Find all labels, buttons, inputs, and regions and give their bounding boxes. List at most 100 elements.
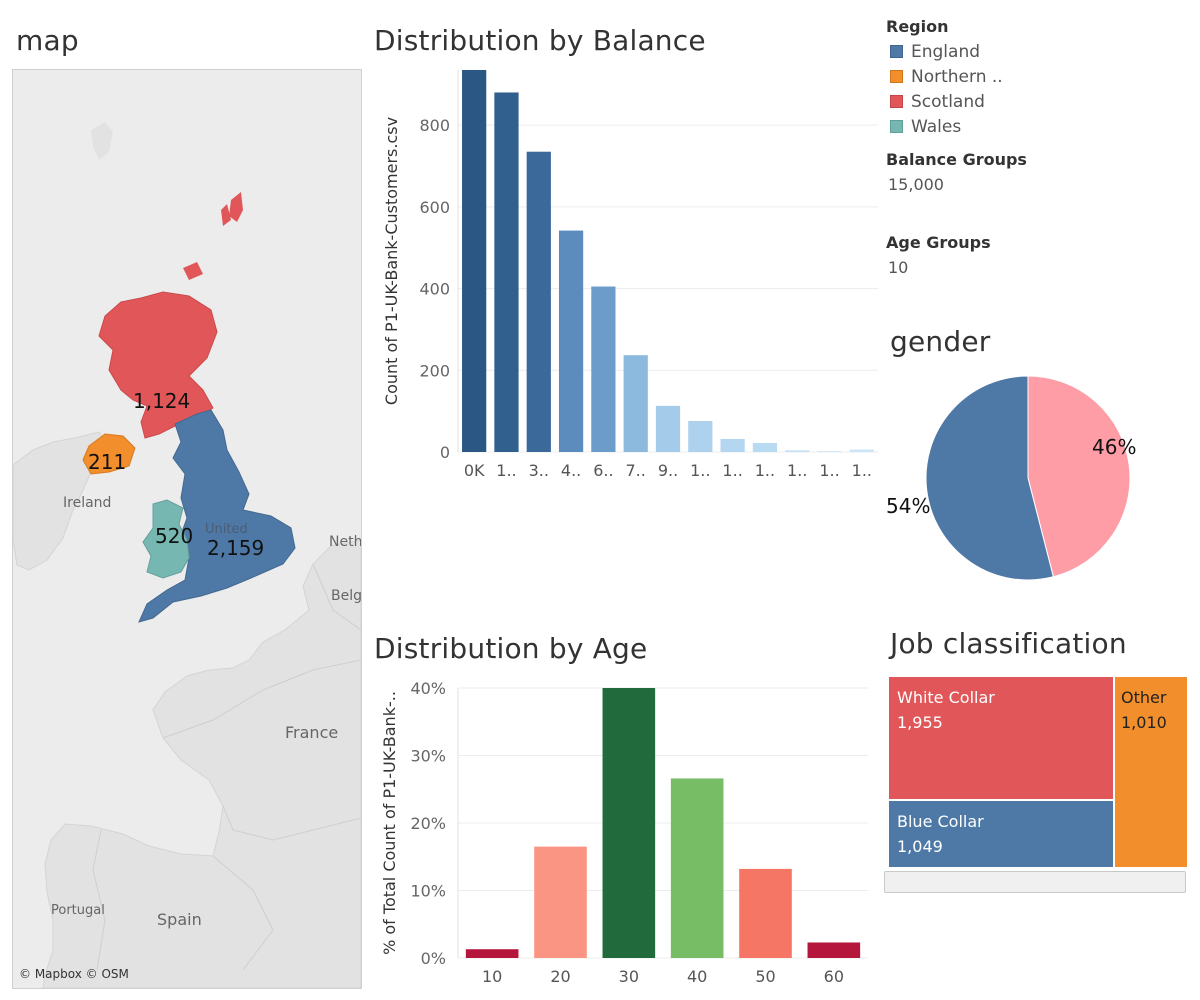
legend-swatch <box>890 70 903 83</box>
balance-groups-value[interactable]: 15,000 <box>888 175 944 194</box>
region-northern-ireland[interactable] <box>82 433 136 475</box>
job-chart-title: Job classification <box>890 627 1127 660</box>
treemap-cell-value: 1,049 <box>897 837 943 856</box>
map-credits[interactable]: © Mapbox © OSM <box>19 967 129 981</box>
age-bar[interactable] <box>807 942 861 958</box>
age-groups-title: Age Groups <box>886 233 991 252</box>
balance-chart: 0 200 400 600 800 Count of P1-UK-Bank-Custome… <box>382 70 878 480</box>
place-label-netherlands: Neth <box>329 534 362 550</box>
balance-x-tick: 1.. <box>690 461 710 480</box>
age-bar[interactable] <box>739 868 792 958</box>
balance-x-tick: 4.. <box>561 461 581 480</box>
place-label-portugal: Portugal <box>51 903 105 918</box>
age-y-tick: 0% <box>421 949 446 968</box>
pie-slice[interactable] <box>925 375 1054 581</box>
place-label-france: France <box>285 723 339 742</box>
map-title: map <box>16 24 79 57</box>
age-y-tick: 20% <box>410 814 446 833</box>
balance-bar[interactable] <box>785 450 810 452</box>
pie-label-female: 46% <box>1092 435 1137 459</box>
balance-bar[interactable] <box>462 70 487 452</box>
treemap-cell-name: Blue Collar <box>897 812 984 831</box>
map-value-england: 2,159 <box>207 536 265 560</box>
age-bar[interactable] <box>534 846 587 958</box>
balance-bar[interactable] <box>752 443 778 452</box>
balance-y-tick: 200 <box>419 361 450 380</box>
treemap-cell-blue-collar[interactable]: Blue Collar 1,049 <box>888 800 1114 868</box>
age-y-tick: 30% <box>410 747 446 766</box>
region-scotland[interactable] <box>98 291 218 439</box>
faroe-islands <box>91 122 113 160</box>
gender-chart-title: gender <box>890 325 991 358</box>
age-y-label: % of Total Count of P1-UK-Bank-.. <box>380 691 399 955</box>
balance-bar[interactable] <box>688 420 713 452</box>
age-x-tick: 10 <box>482 967 502 986</box>
age-groups-value[interactable]: 10 <box>888 258 909 277</box>
balance-x-tick: 0K <box>464 461 485 480</box>
balance-bar[interactable] <box>494 92 519 453</box>
balance-bar[interactable] <box>817 451 842 452</box>
legend-item-england[interactable]: England <box>890 39 1003 64</box>
treemap-horizontal-scrollbar[interactable] <box>884 871 1186 893</box>
age-x-tick: 20 <box>550 967 570 986</box>
shetland-islands <box>221 192 243 226</box>
legend-label: England <box>911 41 981 62</box>
balance-x-tick: 7.. <box>626 461 646 480</box>
balance-x-tick: 1.. <box>787 461 807 480</box>
age-x-tick: 60 <box>824 967 844 986</box>
balance-chart-title: Distribution by Balance <box>374 24 706 57</box>
place-label-united-kingdom: United <box>205 522 248 537</box>
age-x-tick: 40 <box>687 967 707 986</box>
legend-title: Region <box>886 17 949 36</box>
balance-y-tick: 600 <box>419 198 450 217</box>
balance-bar[interactable] <box>720 438 745 452</box>
pie-label-male: 54% <box>886 494 931 518</box>
legend-item-wales[interactable]: Wales <box>890 114 1003 139</box>
legend-label: Wales <box>911 116 962 137</box>
uk-region-map[interactable]: Ireland United Neth Belgi France Portuga… <box>12 69 362 989</box>
map-value-wales: 520 <box>155 524 194 548</box>
balance-bar[interactable] <box>623 355 648 452</box>
legend-swatch <box>890 45 903 58</box>
age-bar[interactable] <box>602 688 656 958</box>
region-wales[interactable] <box>142 499 190 579</box>
balance-y-tick: 800 <box>419 116 450 135</box>
region-legend: England Northern .. Scotland Wales <box>890 39 1003 139</box>
age-chart-title: Distribution by Age <box>374 632 648 665</box>
country-borders <box>92 563 361 971</box>
age-bar[interactable] <box>465 949 519 958</box>
map-canvas <box>13 122 361 988</box>
legend-swatch <box>890 95 903 108</box>
age-x-tick: 50 <box>755 967 775 986</box>
balance-x-tick: 1.. <box>852 461 872 480</box>
age-y-tick: 10% <box>410 882 446 901</box>
age-x-tick: 30 <box>619 967 639 986</box>
legend-item-northern-ireland[interactable]: Northern .. <box>890 64 1003 89</box>
balance-bar[interactable] <box>849 449 874 452</box>
balance-x-tick: 1.. <box>819 461 839 480</box>
place-label-belgium: Belgi <box>331 588 362 604</box>
balance-bar[interactable] <box>558 230 584 452</box>
job-treemap: White Collar 1,955 Blue Collar 1,049 Oth… <box>888 676 1188 868</box>
balance-groups-title: Balance Groups <box>886 150 1027 169</box>
balance-y-label: Count of P1-UK-Bank-Customers.csv <box>382 117 401 405</box>
balance-bar[interactable] <box>591 286 616 452</box>
age-chart: 0% 10% 20% 30% 40% % of Total Count of P1-UK-… <box>380 679 868 986</box>
treemap-cell-other[interactable]: Other 1,010 <box>1114 676 1188 868</box>
treemap-cell-white-collar[interactable]: White Collar 1,955 <box>888 676 1114 800</box>
balance-x-tick: 9.. <box>658 461 678 480</box>
region-england[interactable] <box>138 409 296 623</box>
legend-label: Northern .. <box>911 66 1003 87</box>
legend-swatch <box>890 120 903 133</box>
legend-item-scotland[interactable]: Scotland <box>890 89 1003 114</box>
place-label-spain: Spain <box>157 910 202 929</box>
balance-x-tick: 1.. <box>722 461 742 480</box>
treemap-cell-value: 1,955 <box>897 713 943 732</box>
balance-bar[interactable] <box>655 405 681 452</box>
age-bar[interactable] <box>670 778 724 958</box>
balance-bar[interactable] <box>526 151 551 452</box>
balance-x-tick: 1.. <box>755 461 775 480</box>
orkney-islands <box>183 262 203 280</box>
pie-slice[interactable] <box>1027 375 1131 578</box>
treemap-cell-name: White Collar <box>897 688 995 707</box>
